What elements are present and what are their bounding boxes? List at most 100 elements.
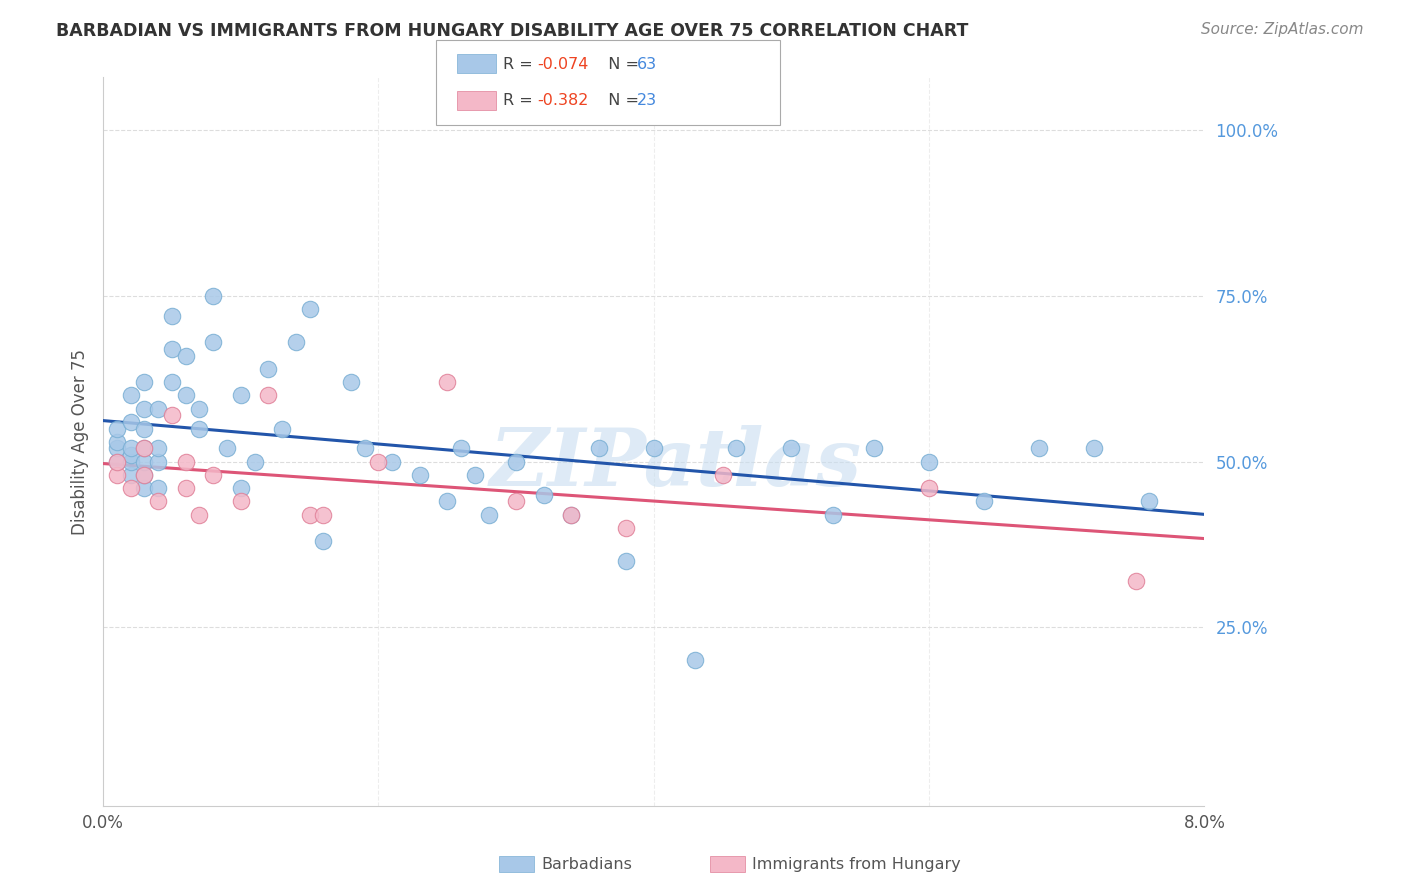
Point <box>533 488 555 502</box>
Point <box>134 442 156 456</box>
Point <box>257 362 280 376</box>
Text: -0.382: -0.382 <box>537 94 589 108</box>
Point <box>643 442 665 456</box>
Point <box>120 467 142 482</box>
Point <box>340 375 363 389</box>
Text: N =: N = <box>598 94 644 108</box>
Point <box>243 455 266 469</box>
Point <box>284 335 307 350</box>
Point <box>148 455 170 469</box>
Point <box>160 342 183 356</box>
Point <box>134 467 156 482</box>
Point <box>298 302 321 317</box>
Point <box>148 442 170 456</box>
Point <box>160 409 183 423</box>
Point <box>298 508 321 522</box>
Point <box>436 494 458 508</box>
Point <box>202 335 225 350</box>
Point <box>120 448 142 462</box>
Point <box>174 455 197 469</box>
Point <box>134 481 156 495</box>
Text: Barbadians: Barbadians <box>541 857 633 871</box>
Point <box>464 467 486 482</box>
Point <box>863 442 886 456</box>
Point <box>134 421 156 435</box>
Point <box>560 508 582 522</box>
Point <box>202 289 225 303</box>
Point <box>780 442 803 456</box>
Text: -0.074: -0.074 <box>537 57 589 71</box>
Text: 23: 23 <box>637 94 657 108</box>
Point <box>134 455 156 469</box>
Point <box>160 309 183 323</box>
Text: Immigrants from Hungary: Immigrants from Hungary <box>752 857 960 871</box>
Text: R =: R = <box>503 57 538 71</box>
Text: N =: N = <box>598 57 644 71</box>
Y-axis label: Disability Age Over 75: Disability Age Over 75 <box>72 349 89 534</box>
Point <box>271 421 294 435</box>
Point <box>505 494 527 508</box>
Point <box>973 494 995 508</box>
Point <box>312 508 335 522</box>
Point <box>134 442 156 456</box>
Text: BARBADIAN VS IMMIGRANTS FROM HUNGARY DISABILITY AGE OVER 75 CORRELATION CHART: BARBADIAN VS IMMIGRANTS FROM HUNGARY DIS… <box>56 22 969 40</box>
Point <box>215 442 238 456</box>
Point <box>120 388 142 402</box>
Point <box>174 481 197 495</box>
Point <box>918 455 941 469</box>
Point <box>120 455 142 469</box>
Point <box>1125 574 1147 588</box>
Point <box>134 401 156 416</box>
Point <box>105 467 128 482</box>
Point <box>614 554 637 568</box>
Point <box>188 508 211 522</box>
Point <box>202 467 225 482</box>
Text: ZIPatlas: ZIPatlas <box>489 425 862 502</box>
Point <box>134 467 156 482</box>
Point <box>257 388 280 402</box>
Text: R =: R = <box>503 94 538 108</box>
Point <box>174 388 197 402</box>
Point <box>105 455 128 469</box>
Text: 63: 63 <box>637 57 657 71</box>
Point <box>229 388 252 402</box>
Point <box>105 455 128 469</box>
Point <box>160 375 183 389</box>
Point <box>409 467 432 482</box>
Point <box>918 481 941 495</box>
Point <box>614 521 637 535</box>
Point <box>725 442 748 456</box>
Point <box>505 455 527 469</box>
Point <box>367 455 389 469</box>
Point <box>174 349 197 363</box>
Point <box>1083 442 1105 456</box>
Point <box>148 494 170 508</box>
Point <box>105 434 128 449</box>
Point <box>477 508 499 522</box>
Point <box>148 481 170 495</box>
Point <box>105 442 128 456</box>
Point <box>188 401 211 416</box>
Point <box>105 421 128 435</box>
Point <box>588 442 610 456</box>
Point <box>120 442 142 456</box>
Point <box>683 653 706 667</box>
Point <box>711 467 734 482</box>
Point <box>148 401 170 416</box>
Point <box>436 375 458 389</box>
Point <box>1028 442 1050 456</box>
Point <box>312 534 335 549</box>
Text: Source: ZipAtlas.com: Source: ZipAtlas.com <box>1201 22 1364 37</box>
Point <box>381 455 404 469</box>
Point <box>229 481 252 495</box>
Point <box>134 375 156 389</box>
Point <box>560 508 582 522</box>
Point <box>1137 494 1160 508</box>
Point <box>229 494 252 508</box>
Point <box>120 415 142 429</box>
Point <box>188 421 211 435</box>
Point <box>450 442 472 456</box>
Point <box>821 508 844 522</box>
Point <box>353 442 375 456</box>
Point <box>120 481 142 495</box>
